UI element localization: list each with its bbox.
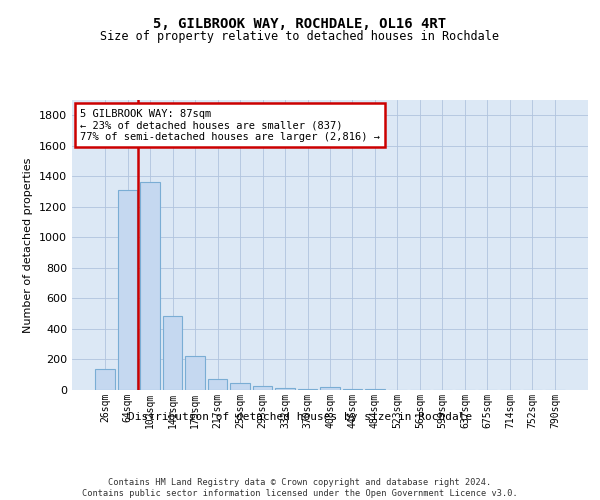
Text: 5 GILBROOK WAY: 87sqm
← 23% of detached houses are smaller (837)
77% of semi-det: 5 GILBROOK WAY: 87sqm ← 23% of detached … <box>80 108 380 142</box>
Y-axis label: Number of detached properties: Number of detached properties <box>23 158 34 332</box>
Bar <box>275 388 295 390</box>
Bar <box>365 389 385 390</box>
Text: Distribution of detached houses by size in Rochdale: Distribution of detached houses by size … <box>128 412 472 422</box>
Text: 5, GILBROOK WAY, ROCHDALE, OL16 4RT: 5, GILBROOK WAY, ROCHDALE, OL16 4RT <box>154 18 446 32</box>
Bar <box>140 182 160 390</box>
Bar <box>185 356 205 390</box>
Bar <box>343 389 362 390</box>
Bar <box>208 378 227 390</box>
Bar <box>253 386 272 390</box>
Bar <box>320 387 340 390</box>
Bar <box>95 370 115 390</box>
Text: Contains HM Land Registry data © Crown copyright and database right 2024.
Contai: Contains HM Land Registry data © Crown c… <box>82 478 518 498</box>
Text: Size of property relative to detached houses in Rochdale: Size of property relative to detached ho… <box>101 30 499 43</box>
Bar <box>163 316 182 390</box>
Bar <box>230 383 250 390</box>
Bar <box>118 190 137 390</box>
Bar <box>298 389 317 390</box>
